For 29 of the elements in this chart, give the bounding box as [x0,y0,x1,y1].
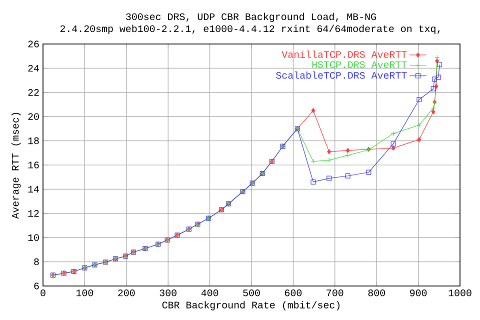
x-tick-label: 700 [326,290,344,296]
x-tick-label: 900 [410,290,427,296]
x-tick-label: 800 [368,290,385,296]
y-tick-label: 26 [28,40,39,48]
y-tick-label: 12 [28,210,39,217]
y-tick-label: 10 [28,234,39,241]
y-tick-label: 8 [34,258,39,266]
x-axis-title: CBR Background Rate (mbit/sec) [162,301,340,310]
x-tick-label: 300 [160,290,176,296]
x-tick-label: 100 [76,290,94,296]
x-tick-label: 200 [118,290,135,296]
y-axis-title: Average RTT (msec) [11,112,21,219]
y-tick-label: 6 [34,282,39,290]
chart-subtitle: 2.4.20smp web100-2.2.1, e1000-4.4.12 rxint 64/64moderate on txq, [60,24,440,34]
x-tick-label: 0 [40,290,46,296]
y-tick-label: 16 [28,162,39,168]
y-tick-label: 22 [28,89,39,96]
legend-label: HSTCP.DRS AveRTT [312,61,407,68]
y-tick-label: 24 [28,64,39,72]
chart-title: 300sec DRS, UDP CBR Background Load, MB-NG [126,12,376,22]
legend-label: ScalableTCP.DRS AveRTT [276,71,407,79]
legend-label: VanillaTCP.DRS AveRTT [282,50,407,58]
y-tick-label: 20 [28,113,39,120]
x-tick-label: 500 [243,290,260,296]
x-tick-label: 400 [201,290,218,296]
y-tick-label: 18 [28,137,39,144]
x-tick-label: 1000 [448,290,472,296]
y-tick-label: 14 [28,186,39,192]
x-tick-label: 600 [284,290,302,296]
